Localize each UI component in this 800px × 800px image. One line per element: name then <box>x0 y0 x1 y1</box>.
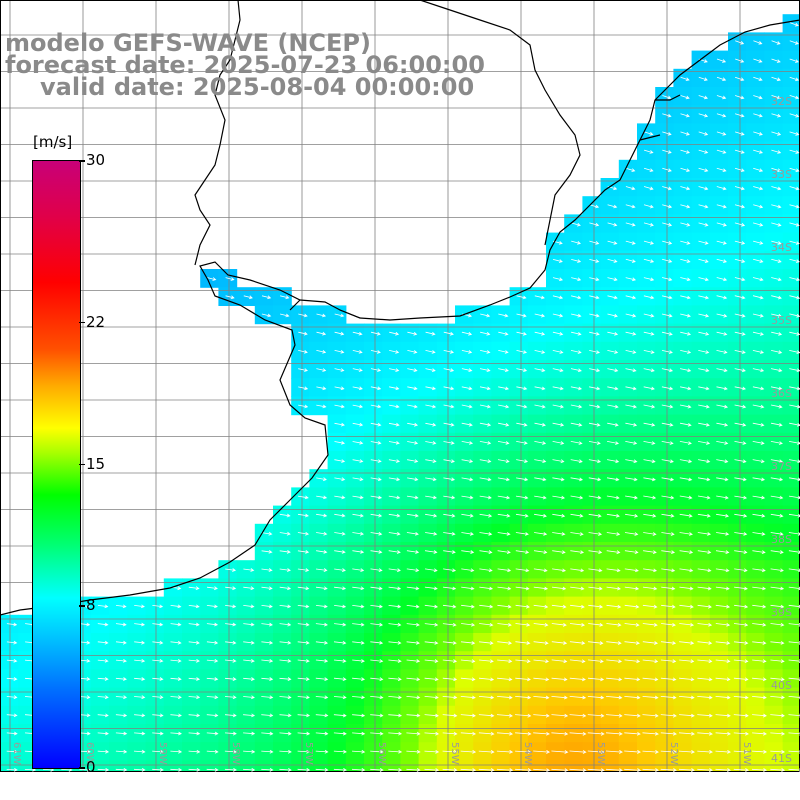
longitude-label: 54W <box>522 742 533 765</box>
coastline <box>0 0 800 616</box>
title-model: modelo GEFS-WAVE (NCEP) <box>5 29 371 57</box>
colorbar-tick-label: 15 <box>86 454 106 473</box>
latitude-label: 40S <box>771 679 792 692</box>
colorbar-tick-label: 22 <box>86 312 106 331</box>
latitude-label: 34S <box>771 241 792 254</box>
longitude-label: 51W <box>741 742 752 765</box>
colorbar-tick-mark <box>79 160 85 162</box>
longitude-labels: 61W 60W 59W 58W 57W 56W 55W 54W 53W 52W 51W <box>11 742 752 765</box>
colorbar-tick-mark <box>79 605 85 607</box>
latitude-label: 32S <box>771 95 792 108</box>
colorbar <box>32 160 81 769</box>
longitude-label: 57W <box>303 742 314 765</box>
latitude-labels: 32S 33S 34S 35S 36S 37S 38S 39S 40S 41S <box>771 95 792 765</box>
longitude-label: 60W <box>84 742 95 765</box>
longitude-label: 55W <box>449 742 460 765</box>
longitude-label: 52W <box>668 742 679 765</box>
colorbar-tick-mark <box>79 463 85 465</box>
latitude-label: 38S <box>771 533 792 546</box>
latitude-label: 37S <box>771 460 792 473</box>
lat-lon-grid <box>0 0 800 772</box>
latitude-label: 36S <box>771 387 792 400</box>
title-forecast-date: forecast date: 2025-07-23 06:00:00 <box>5 51 485 79</box>
colorbar-tick-mark <box>79 321 85 324</box>
colorbar-tick-label: 8 <box>86 596 96 615</box>
latitude-label: 33S <box>771 168 792 181</box>
title-valid-date: valid date: 2025-08-04 00:00:00 <box>40 73 475 101</box>
colorbar-unit: [m/s] <box>33 133 73 151</box>
longitude-label: 61W <box>11 742 22 765</box>
colorbar-tick-label: 30 <box>86 151 106 169</box>
latitude-label: 41S <box>771 752 792 765</box>
wind-direction-arrows <box>6 22 800 772</box>
longitude-label: 53W <box>595 742 606 765</box>
longitude-label: 59W <box>157 742 168 765</box>
longitude-label: 58W <box>230 742 241 765</box>
colorbar-tick-mark <box>79 767 85 769</box>
colorbar-tick-label: 0 <box>86 758 96 776</box>
longitude-label: 56W <box>376 742 387 765</box>
latitude-label: 35S <box>771 314 792 327</box>
latitude-label: 39S <box>771 606 792 619</box>
